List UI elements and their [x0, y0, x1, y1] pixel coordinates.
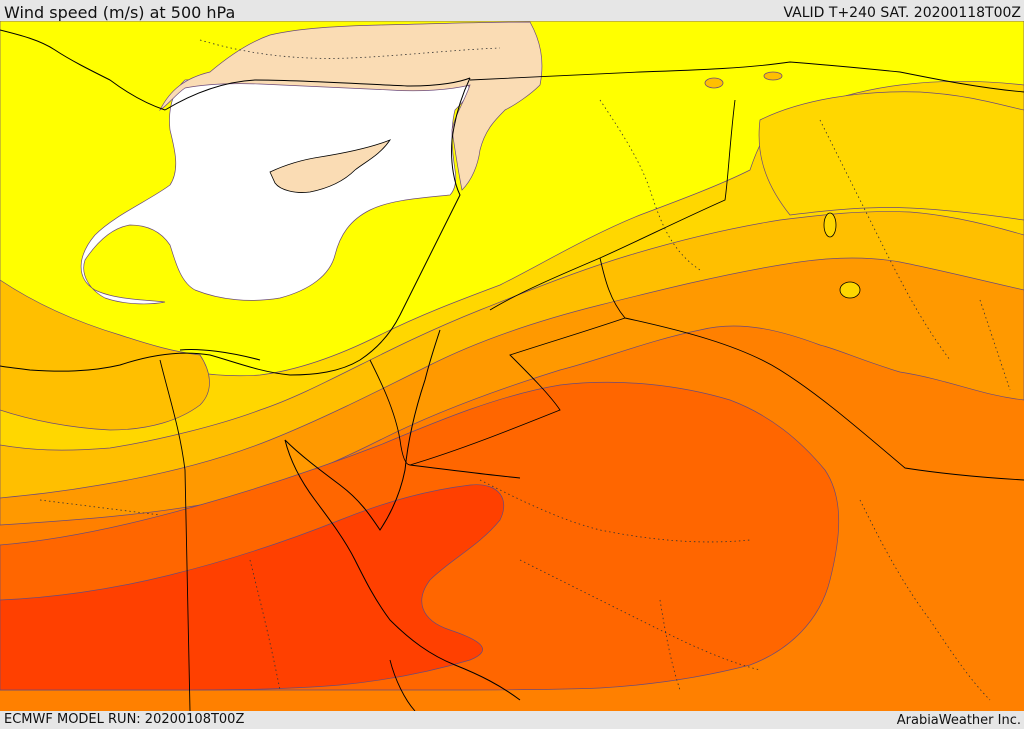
header-bar	[0, 0, 1024, 22]
coastlines	[0, 29, 521, 701]
map-title: Wind speed (m/s) at 500 hPa	[4, 3, 236, 22]
wind-speed-map[interactable]	[0, 21, 1024, 711]
valid-time-label: VALID T+240 SAT. 20200118T00Z	[783, 5, 1021, 21]
cyprus-island	[269, 139, 392, 193]
gold-right-patch	[758, 91, 1024, 221]
country-borders	[159, 61, 1024, 711]
model-run-label: ECMWF MODEL RUN: 20200108T00Z	[4, 712, 245, 727]
anatolia-land	[159, 21, 543, 191]
red-wind-core	[0, 484, 505, 691]
small-features	[704, 71, 861, 299]
province-boundaries	[39, 39, 1011, 701]
amber-left-patch	[0, 279, 210, 431]
footer-bar	[0, 711, 1024, 729]
credit-label: ArabiaWeather Inc.	[896, 713, 1021, 728]
